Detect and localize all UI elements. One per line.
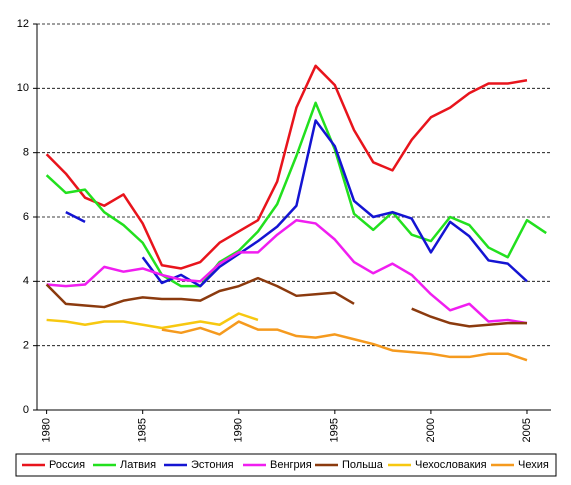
legend-box <box>15 453 557 477</box>
x-tick-label: 1985 <box>137 418 149 442</box>
x-tick-label: 2000 <box>425 418 437 442</box>
legend-label: Эстония <box>191 459 234 471</box>
legend-label: Латвия <box>120 459 156 471</box>
series-line <box>46 312 259 330</box>
x-tick-label: 1990 <box>233 418 245 442</box>
y-tick-label: 4 <box>23 275 29 287</box>
y-tick-label: 6 <box>23 211 29 223</box>
y-tick-label: 12 <box>17 18 29 30</box>
x-tick-label: 1980 <box>41 418 53 442</box>
series-line <box>45 64 528 270</box>
series-line <box>65 119 528 288</box>
legend-label: Венгрия <box>270 459 312 471</box>
y-tick-label: 0 <box>23 404 29 416</box>
y-tick-label: 2 <box>23 340 29 352</box>
y-tick-label: 8 <box>23 147 29 159</box>
series-line <box>45 276 527 328</box>
y-tick-label: 10 <box>17 82 29 94</box>
legend-label: Чехословакия <box>415 459 487 471</box>
x-tick-label: 1995 <box>329 418 341 442</box>
legend-label: Чехия <box>518 459 549 471</box>
x-tick-label: 2005 <box>521 418 533 442</box>
legend-label: Польша <box>342 459 384 471</box>
series-line <box>46 218 528 325</box>
series-line <box>45 101 547 288</box>
series-line <box>161 320 528 362</box>
legend-label: Россия <box>49 459 85 471</box>
